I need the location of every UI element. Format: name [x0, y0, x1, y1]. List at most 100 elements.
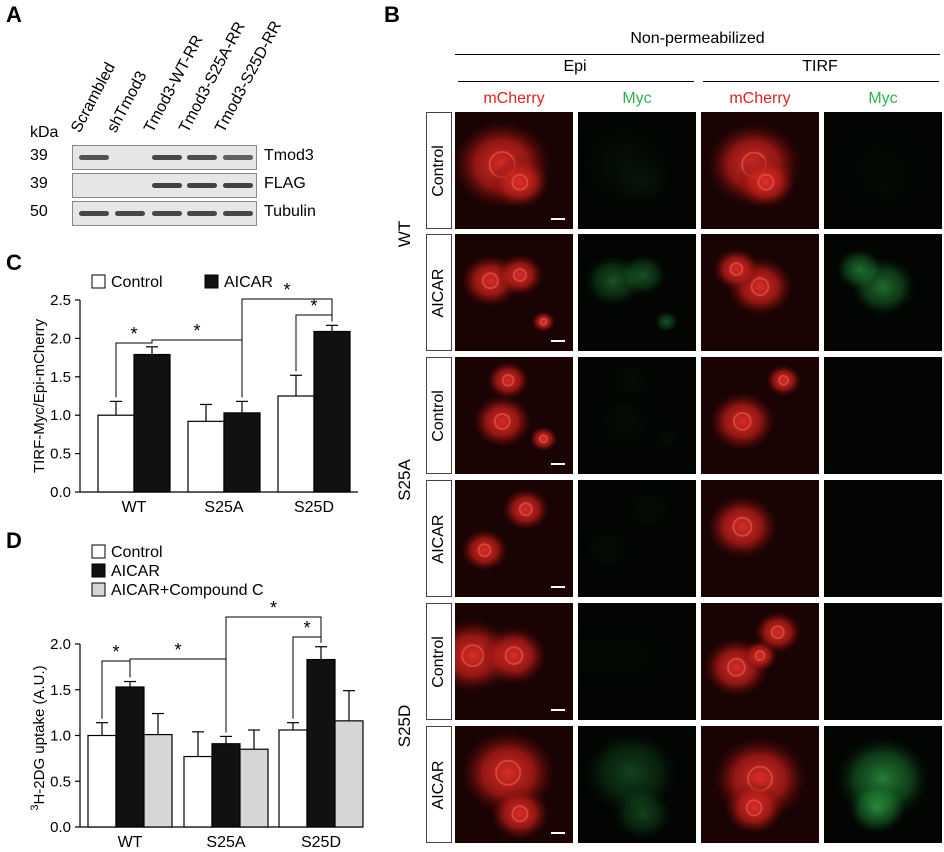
micrograph-image [701, 480, 819, 597]
micrograph [824, 726, 942, 843]
significance-star: * [310, 296, 317, 316]
significance-bracket [292, 636, 322, 719]
micrograph [701, 603, 819, 720]
y-tick-label: 1.5 [50, 369, 71, 386]
blot-name: FLAG [264, 175, 306, 192]
bar [334, 720, 364, 828]
blot-band [79, 155, 109, 160]
micrograph [455, 603, 573, 720]
y-tick-label: 0.0 [50, 484, 71, 501]
legend-swatch [91, 274, 106, 289]
y-tick-label: 2.0 [50, 636, 71, 653]
micrograph [701, 726, 819, 843]
blot-marker: 39 [30, 147, 48, 164]
micrograph-image [578, 603, 696, 720]
micrograph-image [824, 357, 942, 474]
y-axis-label-superscript: 3 [29, 805, 41, 811]
row-label: AICAR [426, 480, 452, 597]
bar [87, 734, 117, 828]
blot-band [223, 155, 253, 160]
channel-label: Myc [868, 90, 898, 107]
y-axis-label-text: H-2DG uptake (A.U.) [31, 665, 48, 804]
micrograph-image [578, 234, 696, 351]
significance-star: * [112, 642, 119, 662]
panel-d-letter: D [6, 528, 22, 553]
bar [278, 729, 308, 828]
micrograph [578, 480, 696, 597]
x-tick-label: S25A [204, 499, 243, 516]
header-epi: Epi [563, 58, 587, 75]
micrograph [578, 357, 696, 474]
row-label: Control [426, 603, 452, 720]
chart-d: Control AICAR AICAR+Compound C 0.0 0.5 1.0 1.5… [29, 544, 364, 851]
significance-star: * [174, 640, 181, 660]
panel-a-letter: A [6, 2, 22, 27]
significance-bracket [225, 616, 322, 733]
bar [239, 748, 269, 828]
x-tick-label: WT [122, 499, 147, 516]
legend-swatch [91, 544, 106, 559]
bar [133, 353, 171, 493]
header-non-permeabilized: Non-permeabilized [630, 30, 765, 47]
micrograph-image [455, 112, 573, 229]
micrograph [824, 357, 942, 474]
micrograph-image [455, 480, 573, 597]
bar [306, 658, 336, 828]
blot-band [79, 211, 109, 216]
scale-bar [551, 586, 565, 588]
micrograph [455, 726, 573, 843]
legend-label: Control [111, 544, 163, 561]
x-tick-label: S25D [301, 834, 341, 851]
header-top-line [455, 54, 940, 55]
y-tick-label: 1.5 [50, 682, 71, 699]
channel-label: Myc [622, 90, 652, 107]
micrograph [824, 603, 942, 720]
micrograph [455, 480, 573, 597]
x-tick-label: WT [118, 834, 143, 851]
micrograph-image [824, 112, 942, 229]
y-tick-label: 2.0 [50, 330, 71, 347]
micrograph [701, 234, 819, 351]
blot-strip [72, 145, 257, 170]
blot-strip [72, 173, 257, 198]
channel-label: mCherry [729, 90, 791, 107]
micrograph-image [578, 726, 696, 843]
blot-band [187, 211, 217, 216]
header-tirf-line [703, 81, 939, 82]
micrograph [701, 480, 819, 597]
legend-label: Control [111, 274, 163, 291]
micrograph-image [455, 726, 573, 843]
significance-bracket [241, 298, 333, 398]
header-epi-line [458, 81, 694, 82]
panel-c-letter: C [6, 250, 22, 275]
group-label: WT [395, 220, 414, 248]
row-label-text: Control [430, 389, 447, 442]
micrograph [701, 112, 819, 229]
row-label-text: AICAR [430, 760, 447, 809]
row-label-text: Control [430, 144, 447, 197]
blot-band [187, 183, 217, 188]
row-label: Control [426, 112, 452, 229]
micrograph [578, 726, 696, 843]
row-label: AICAR [426, 234, 452, 351]
bar [115, 686, 145, 828]
legend-swatch [91, 582, 106, 597]
legend-label: AICAR+Compound C [111, 582, 264, 599]
micrograph-image [824, 603, 942, 720]
y-tick-label: 0.5 [50, 773, 71, 790]
micrograph [578, 603, 696, 720]
bar [143, 733, 173, 828]
blot-name: Tmod3 [264, 147, 314, 164]
bar [277, 395, 315, 493]
x-tick-label: S25D [294, 499, 334, 516]
micrograph [824, 234, 942, 351]
y-tick-label: 0.5 [50, 446, 71, 463]
kda-label: kDa [30, 124, 59, 141]
micrograph [455, 112, 573, 229]
x-tick-label: S25A [206, 834, 245, 851]
y-tick-label: 0.0 [50, 819, 71, 836]
row-label-text: AICAR [430, 268, 447, 317]
row-label-text: AICAR [430, 514, 447, 563]
blot-band [152, 155, 182, 160]
micrograph-image [455, 357, 573, 474]
